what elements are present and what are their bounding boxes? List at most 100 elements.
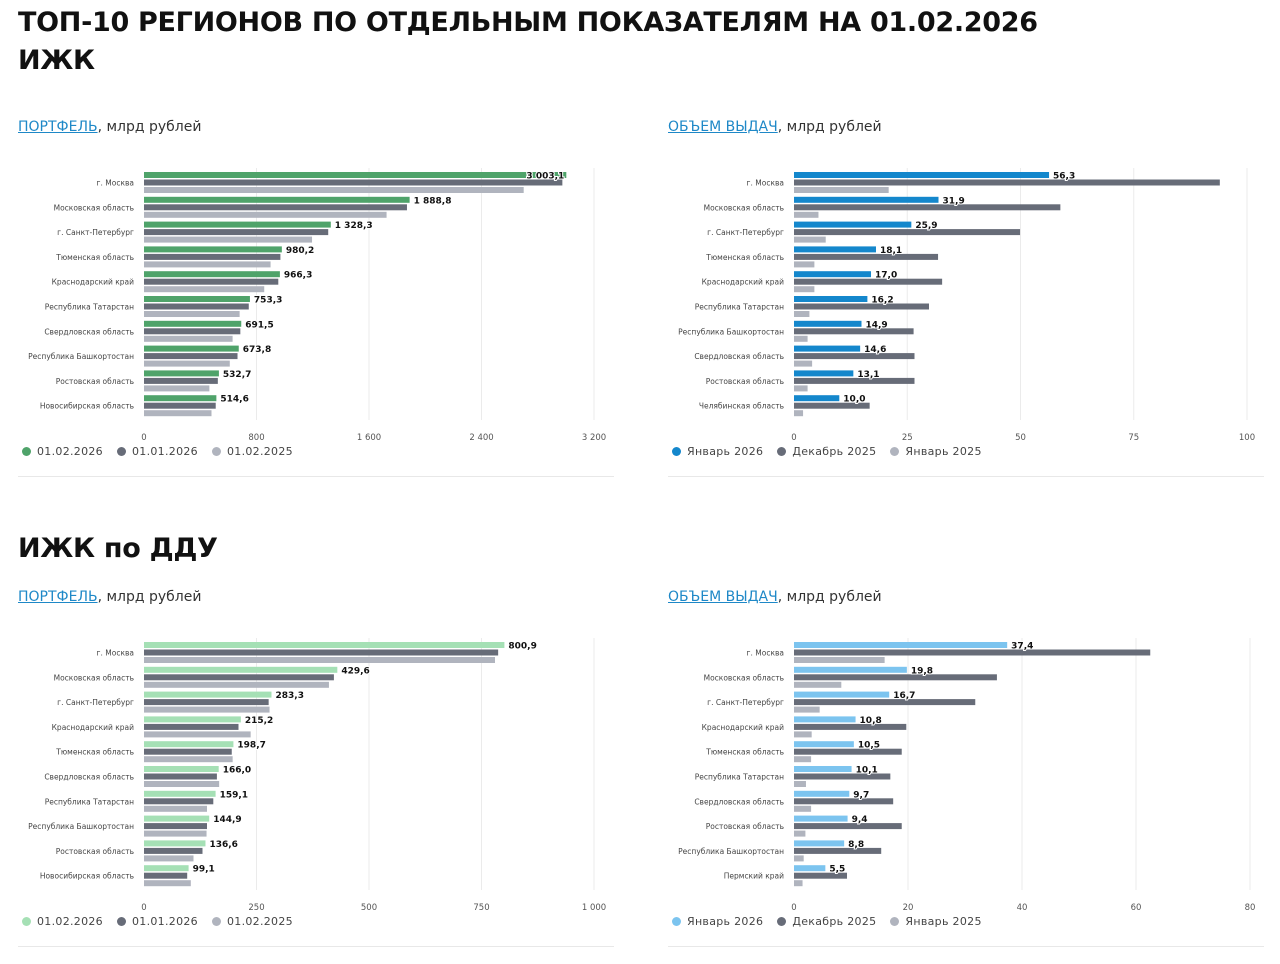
bar-previous-year[interactable]: [144, 706, 270, 713]
bar-current[interactable]: [144, 865, 189, 872]
bar-previous-month[interactable]: [794, 699, 976, 706]
bar-current[interactable]: [144, 790, 216, 797]
bar-previous-year[interactable]: [794, 830, 806, 837]
bar-current[interactable]: [794, 865, 826, 872]
bar-current[interactable]: [144, 196, 410, 203]
bar-current[interactable]: [794, 172, 1050, 178]
bar-previous-year[interactable]: [794, 657, 885, 663]
legend-item[interactable]: 01.01.2026: [116, 915, 198, 928]
bar-previous-year[interactable]: [794, 211, 819, 218]
bar-previous-month[interactable]: [144, 823, 207, 830]
bar-previous-year[interactable]: [794, 187, 889, 193]
bar-previous-month[interactable]: [794, 303, 929, 310]
bar-previous-month[interactable]: [794, 179, 1220, 186]
bar-previous-month[interactable]: [144, 748, 232, 755]
bar-previous-year[interactable]: [794, 410, 804, 417]
bar-previous-year[interactable]: [144, 385, 210, 392]
bar-previous-year[interactable]: [144, 360, 230, 367]
bar-current[interactable]: [794, 196, 939, 203]
bar-previous-month[interactable]: [144, 353, 238, 360]
chart-title-link[interactable]: ОБЪЕМ ВЫДАЧ: [668, 589, 778, 605]
bar-previous-month[interactable]: [794, 649, 1151, 656]
legend-item[interactable]: Январь 2026: [672, 915, 763, 928]
bar-previous-month[interactable]: [144, 402, 216, 409]
bar-current[interactable]: [794, 741, 854, 748]
legend-item[interactable]: 01.02.2026: [22, 915, 103, 928]
bar-previous-year[interactable]: [144, 187, 524, 193]
bar-previous-month[interactable]: [794, 723, 907, 730]
bar-previous-year[interactable]: [144, 286, 265, 293]
legend-item[interactable]: 01.01.2026: [116, 445, 198, 458]
bar-previous-year[interactable]: [794, 756, 812, 763]
bar-previous-year[interactable]: [794, 805, 812, 812]
bar-previous-year[interactable]: [144, 657, 495, 663]
bar-current[interactable]: [794, 840, 845, 847]
legend-item[interactable]: Январь 2026: [672, 445, 763, 458]
bar-current[interactable]: [144, 840, 206, 847]
bar-current[interactable]: [144, 741, 234, 748]
bar-previous-year[interactable]: [794, 236, 826, 243]
bar-current[interactable]: [794, 395, 840, 402]
bar-previous-year[interactable]: [794, 731, 812, 738]
bar-previous-year[interactable]: [794, 880, 803, 887]
bar-previous-month[interactable]: [794, 872, 848, 879]
legend-item[interactable]: Декабрь 2025: [777, 915, 876, 928]
bar-current[interactable]: [144, 815, 210, 822]
bar-previous-year[interactable]: [144, 236, 313, 243]
bar-previous-year[interactable]: [144, 731, 251, 738]
chart-title-link[interactable]: ОБЪЕМ ВЫДАЧ: [668, 119, 778, 135]
bar-current[interactable]: [794, 716, 856, 723]
bar-previous-month[interactable]: [144, 204, 407, 211]
bar-previous-month[interactable]: [794, 229, 1021, 236]
bar-current[interactable]: [144, 172, 567, 178]
bar-current[interactable]: [144, 271, 280, 278]
bar-current[interactable]: [794, 296, 868, 302]
bar-previous-month[interactable]: [144, 798, 214, 805]
bar-previous-month[interactable]: [144, 253, 281, 260]
bar-previous-month[interactable]: [794, 748, 902, 755]
bar-previous-month[interactable]: [794, 823, 902, 830]
bar-previous-month[interactable]: [794, 674, 997, 681]
bar-current[interactable]: [794, 271, 872, 278]
bar-previous-month[interactable]: [794, 278, 943, 285]
bar-current[interactable]: [794, 691, 890, 698]
bar-current[interactable]: [144, 296, 250, 302]
bar-previous-month[interactable]: [144, 699, 269, 706]
bar-current[interactable]: [144, 766, 219, 772]
bar-previous-month[interactable]: [144, 723, 239, 730]
bar-previous-year[interactable]: [794, 286, 815, 293]
bar-previous-year[interactable]: [144, 261, 271, 268]
legend-item[interactable]: Декабрь 2025: [777, 445, 876, 458]
bar-previous-month[interactable]: [144, 674, 334, 681]
bar-previous-year[interactable]: [794, 360, 813, 367]
bar-previous-year[interactable]: [794, 855, 804, 862]
bar-previous-year[interactable]: [144, 756, 233, 763]
bar-current[interactable]: [144, 370, 219, 377]
bar-previous-year[interactable]: [794, 781, 806, 787]
bar-previous-year[interactable]: [144, 410, 212, 417]
bar-current[interactable]: [794, 642, 1008, 648]
bar-previous-month[interactable]: [144, 649, 499, 656]
bar-previous-year[interactable]: [794, 335, 808, 342]
legend-item[interactable]: Январь 2025: [890, 915, 981, 928]
bar-current[interactable]: [144, 716, 241, 723]
bar-previous-year[interactable]: [144, 681, 329, 688]
bar-previous-month[interactable]: [794, 402, 870, 409]
bar-previous-month[interactable]: [144, 278, 279, 285]
legend-item[interactable]: Январь 2025: [890, 445, 981, 458]
bar-previous-month[interactable]: [144, 229, 329, 236]
bar-current[interactable]: [144, 666, 338, 673]
bar-current[interactable]: [794, 815, 848, 822]
chart-title-link[interactable]: ПОРТФЕЛЬ: [18, 589, 98, 605]
bar-previous-year[interactable]: [794, 311, 810, 317]
bar-previous-month[interactable]: [144, 847, 203, 854]
bar-previous-month[interactable]: [144, 328, 241, 335]
bar-previous-month[interactable]: [794, 798, 894, 805]
bar-previous-year[interactable]: [144, 880, 191, 887]
bar-previous-year[interactable]: [144, 830, 207, 837]
bar-current[interactable]: [144, 642, 505, 648]
bar-previous-month[interactable]: [794, 253, 939, 260]
bar-current[interactable]: [794, 246, 876, 253]
bar-current[interactable]: [794, 790, 850, 797]
bar-previous-month[interactable]: [144, 872, 188, 879]
